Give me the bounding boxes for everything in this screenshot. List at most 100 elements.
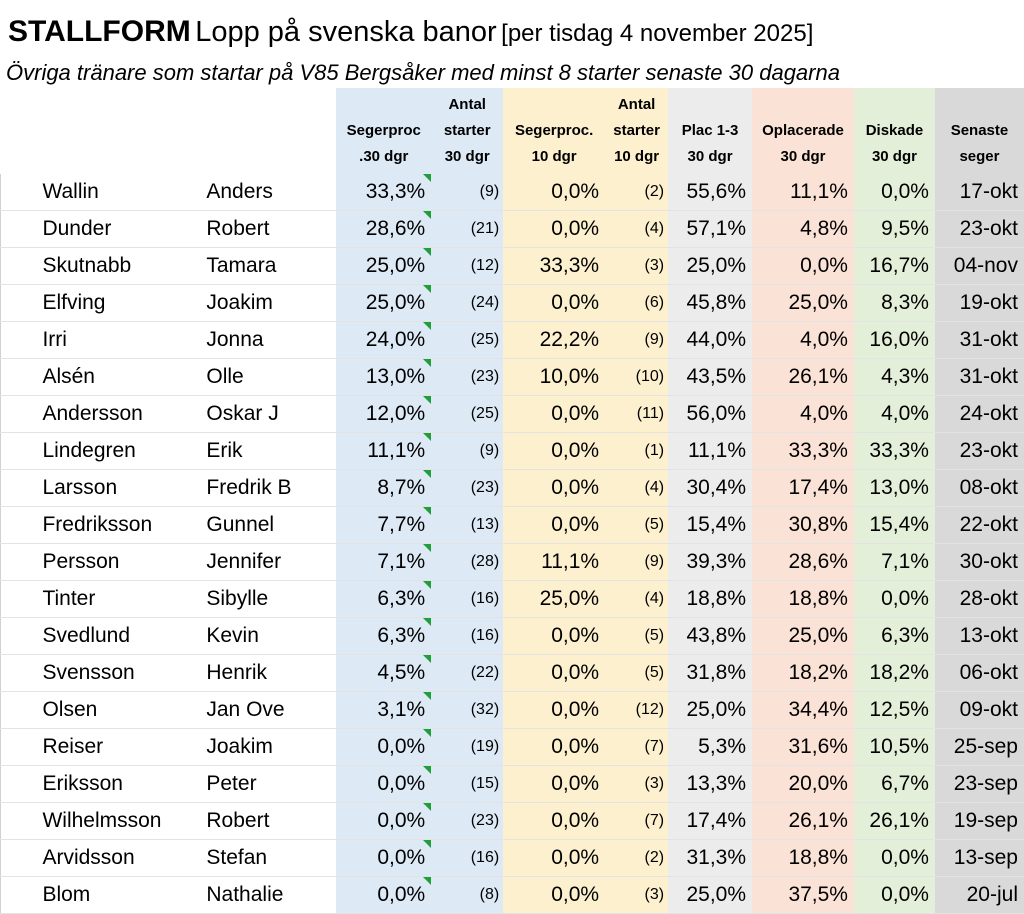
last-win-date: 23-sep bbox=[935, 766, 1024, 803]
cell-note-flag-icon bbox=[423, 581, 431, 589]
starts-10: (5) bbox=[605, 655, 668, 692]
placed-pct-30: 25,0% bbox=[668, 248, 752, 285]
row-spacer bbox=[1, 359, 35, 396]
win-pct-30: 7,1% bbox=[336, 544, 431, 581]
last-win-date: 06-okt bbox=[935, 655, 1024, 692]
trainer-first-name: Joakim bbox=[198, 729, 336, 766]
title-date: [per tisdag 4 november 2025] bbox=[501, 20, 813, 47]
starts-10: (9) bbox=[605, 544, 668, 581]
starts-10: (2) bbox=[605, 174, 668, 211]
cell-note-flag-icon bbox=[423, 396, 431, 404]
trainer-last-name: Wilhelmsson bbox=[34, 803, 198, 840]
trainer-last-name: Elfving bbox=[34, 285, 198, 322]
placed-pct-30: 17,4% bbox=[668, 803, 752, 840]
cell-note-flag-icon bbox=[423, 174, 431, 182]
win-pct-30: 3,1% bbox=[336, 692, 431, 729]
starts-10: (4) bbox=[605, 211, 668, 248]
cell-note-flag-icon bbox=[423, 618, 431, 626]
unplaced-pct-30: 11,1% bbox=[752, 174, 854, 211]
placed-pct-30: 11,1% bbox=[668, 433, 752, 470]
disqualified-pct-30: 26,1% bbox=[854, 803, 935, 840]
header-last-win: Senaste seger bbox=[935, 88, 1024, 174]
trainer-last-name: Arvidsson bbox=[34, 840, 198, 877]
trainer-last-name: Olsen bbox=[34, 692, 198, 729]
cell-note-flag-icon bbox=[423, 766, 431, 774]
page-title: STALLFORM Lopp på svenska banor [per tis… bbox=[8, 8, 813, 61]
trainer-last-name: Wallin bbox=[34, 174, 198, 211]
trainer-first-name: Erik bbox=[198, 433, 336, 470]
win-pct-30: 12,0% bbox=[336, 396, 431, 433]
starts-30: (23) bbox=[431, 359, 503, 396]
trainer-first-name: Oskar J bbox=[198, 396, 336, 433]
starts-10: (3) bbox=[605, 248, 668, 285]
row-spacer bbox=[1, 655, 35, 692]
last-win-date: 30-okt bbox=[935, 544, 1024, 581]
row-spacer bbox=[1, 285, 35, 322]
starts-10: (1) bbox=[605, 433, 668, 470]
starts-30: (9) bbox=[431, 174, 503, 211]
trainer-last-name: Larsson bbox=[34, 470, 198, 507]
placed-pct-30: 25,0% bbox=[668, 692, 752, 729]
cell-note-flag-icon bbox=[423, 507, 431, 515]
win-pct-30: 0,0% bbox=[336, 729, 431, 766]
trainer-last-name: Blom bbox=[34, 877, 198, 914]
trainer-last-name: Andersson bbox=[34, 396, 198, 433]
cell-note-flag-icon bbox=[423, 803, 431, 811]
row-spacer bbox=[1, 840, 35, 877]
starts-10: (11) bbox=[605, 396, 668, 433]
last-win-date: 23-okt bbox=[935, 433, 1024, 470]
placed-pct-30: 43,8% bbox=[668, 618, 752, 655]
row-spacer bbox=[1, 544, 35, 581]
trainer-last-name: Skutnabb bbox=[34, 248, 198, 285]
win-pct-30: 8,7% bbox=[336, 470, 431, 507]
unplaced-pct-30: 4,0% bbox=[752, 322, 854, 359]
trainer-stats-sheet: Segerproc .30 dgr Antal starter 30 dgr S… bbox=[0, 88, 1024, 891]
starts-30: (21) bbox=[431, 211, 503, 248]
unplaced-pct-30: 4,0% bbox=[752, 396, 854, 433]
trainer-first-name: Sibylle bbox=[198, 581, 336, 618]
unplaced-pct-30: 4,8% bbox=[752, 211, 854, 248]
disqualified-pct-30: 9,5% bbox=[854, 211, 935, 248]
trainer-last-name: Irri bbox=[34, 322, 198, 359]
placed-pct-30: 44,0% bbox=[668, 322, 752, 359]
cell-note-flag-icon bbox=[423, 433, 431, 441]
win-pct-30: 24,0% bbox=[336, 322, 431, 359]
trainer-last-name: Tinter bbox=[34, 581, 198, 618]
last-win-date: 25-sep bbox=[935, 729, 1024, 766]
header-row: Segerproc .30 dgr Antal starter 30 dgr S… bbox=[1, 88, 1024, 174]
placed-pct-30: 13,3% bbox=[668, 766, 752, 803]
header-disk: Diskade 30 dgr bbox=[854, 88, 935, 174]
row-spacer bbox=[1, 322, 35, 359]
placed-pct-30: 31,8% bbox=[668, 655, 752, 692]
cell-note-flag-icon bbox=[423, 729, 431, 737]
win-pct-10: 0,0% bbox=[503, 470, 605, 507]
win-pct-10: 0,0% bbox=[503, 766, 605, 803]
unplaced-pct-30: 37,5% bbox=[752, 877, 854, 914]
win-pct-10: 0,0% bbox=[503, 174, 605, 211]
trainer-last-name: Alsén bbox=[34, 359, 198, 396]
unplaced-pct-30: 33,3% bbox=[752, 433, 854, 470]
unplaced-pct-30: 31,6% bbox=[752, 729, 854, 766]
win-pct-10: 0,0% bbox=[503, 433, 605, 470]
placed-pct-30: 57,1% bbox=[668, 211, 752, 248]
cell-note-flag-icon bbox=[423, 877, 431, 885]
win-pct-30: 6,3% bbox=[336, 618, 431, 655]
win-pct-10: 0,0% bbox=[503, 655, 605, 692]
starts-30: (22) bbox=[431, 655, 503, 692]
win-pct-10: 0,0% bbox=[503, 877, 605, 914]
title-sub: Lopp på svenska banor bbox=[195, 16, 497, 48]
trainer-first-name: Joakim bbox=[198, 285, 336, 322]
placed-pct-30: 30,4% bbox=[668, 470, 752, 507]
disqualified-pct-30: 0,0% bbox=[854, 174, 935, 211]
win-pct-30: 7,7% bbox=[336, 507, 431, 544]
win-pct-30: 25,0% bbox=[336, 285, 431, 322]
row-spacer bbox=[1, 618, 35, 655]
trainer-last-name: Persson bbox=[34, 544, 198, 581]
starts-30: (16) bbox=[431, 840, 503, 877]
cell-note-flag-icon bbox=[423, 248, 431, 256]
